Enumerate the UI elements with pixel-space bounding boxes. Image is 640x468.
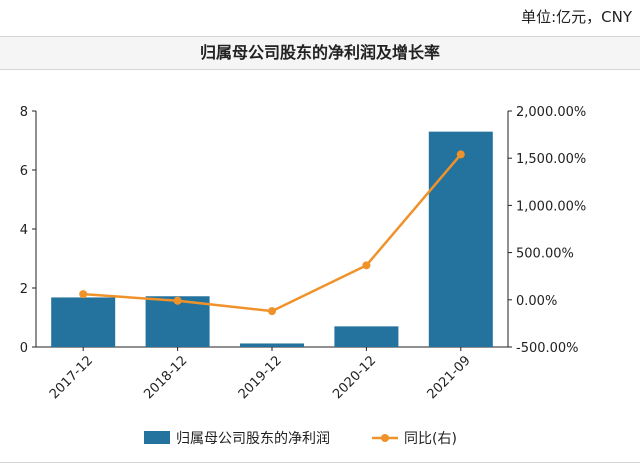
x-tick-label: 2021-09 bbox=[425, 353, 474, 402]
growth-line bbox=[83, 153, 462, 313]
y-left-tick-label: 2 bbox=[20, 282, 28, 297]
growth-point bbox=[268, 307, 276, 316]
y-left-tick-label: 6 bbox=[20, 164, 28, 179]
bar bbox=[334, 326, 399, 347]
y-right-tick-label: 0.00% bbox=[516, 294, 557, 309]
growth-point bbox=[173, 296, 182, 305]
x-tick-label: 2019-12 bbox=[236, 353, 285, 402]
y-left-tick-label: 4 bbox=[20, 223, 28, 238]
x-tick-label: 2017-12 bbox=[47, 353, 96, 402]
chart-title-bar: 归属母公司股东的净利润及增长率 bbox=[0, 36, 640, 70]
bar bbox=[51, 297, 116, 347]
growth-point bbox=[456, 150, 465, 159]
bar bbox=[240, 343, 304, 347]
y-right-tick-label: -500.00% bbox=[516, 341, 579, 356]
legend-bar-label: 归属母公司股东的净利润 bbox=[176, 430, 330, 447]
legend-line-marker bbox=[381, 434, 389, 442]
y-left-tick-label: 0 bbox=[20, 341, 28, 356]
y-right-tick-label: 1,500.00% bbox=[516, 152, 586, 167]
x-tick-label: 2020-12 bbox=[330, 353, 379, 402]
growth-point bbox=[362, 261, 371, 270]
y-right-tick-label: 2,000.00% bbox=[516, 105, 586, 120]
unit-label: 单位:亿元，CNY bbox=[521, 8, 632, 26]
legend-bar-swatch bbox=[144, 431, 170, 444]
bar bbox=[428, 131, 493, 347]
chart-title: 归属母公司股东的净利润及增长率 bbox=[199, 43, 440, 62]
y-left-tick-label: 8 bbox=[20, 105, 28, 120]
bottom-divider bbox=[0, 462, 640, 463]
x-tick-label: 2018-12 bbox=[141, 353, 190, 402]
legend-line-label: 同比(右) bbox=[404, 431, 457, 447]
y-right-tick-label: 1,000.00% bbox=[516, 199, 586, 214]
y-right-tick-label: 500.00% bbox=[516, 247, 574, 262]
growth-point bbox=[79, 290, 88, 299]
